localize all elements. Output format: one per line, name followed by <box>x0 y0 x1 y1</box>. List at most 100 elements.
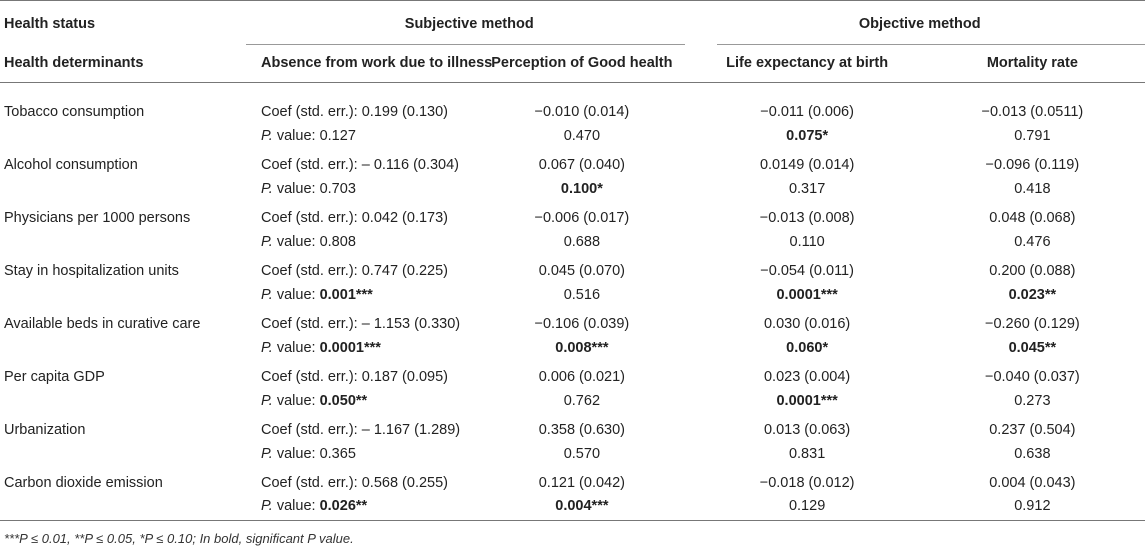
coef-value: −0.010 (0.014) <box>534 104 630 120</box>
coef-cell: 0.358 (0.630) <box>469 414 694 440</box>
empty-cell <box>0 440 244 467</box>
pvalue-cell: 0.762 <box>469 387 694 414</box>
determinant-name: Per capita GDP <box>4 369 105 385</box>
col-life-expectancy: Life expectancy at birth <box>694 44 920 83</box>
pvalue: 0.831 <box>788 445 826 462</box>
coef-value: −0.011 (0.006) <box>760 104 854 120</box>
coef-value: 0.006 (0.021) <box>538 369 625 385</box>
p-prefix: value: <box>272 498 320 515</box>
coef-prefix: Coef (std. err.): <box>261 422 362 438</box>
health-determinants-table: Health status Subjective method Objectiv… <box>0 0 1145 521</box>
determinant-name: Urbanization <box>4 422 86 438</box>
pvalue-cell: 0.110 <box>695 228 920 255</box>
pvalue: 0.317 <box>788 180 826 197</box>
pvalue: 0.129 <box>788 498 826 515</box>
coef-value: – 1.153 (0.330) <box>361 316 461 332</box>
pvalue-cell: 0.570 <box>469 440 694 467</box>
coef-value: −0.013 (0.0511) <box>981 104 1084 120</box>
pvalue-cell: 0.516 <box>469 281 694 308</box>
spacer-row <box>0 83 1145 97</box>
coef-cell: 0.006 (0.021) <box>469 361 694 387</box>
health-determinants-label: Health determinants <box>0 44 244 83</box>
coef-cell: −0.018 (0.012) <box>695 467 920 493</box>
col-absence-from-work: Absence from work due to illness <box>244 44 492 83</box>
determinant-name: Carbon dioxide emission <box>4 475 163 491</box>
coef-cell: 0.013 (0.063) <box>695 414 920 440</box>
p-prefix: value: <box>272 127 320 144</box>
determinant-name: Physicians per 1000 persons <box>4 210 191 226</box>
p-prefix: value: <box>272 445 320 462</box>
coef-value: – 1.167 (1.289) <box>361 422 461 438</box>
empty-cell <box>0 228 244 255</box>
pvalue-significant: 0.100* <box>560 180 603 197</box>
p-prefix: value: <box>272 233 320 250</box>
coef-value: 0.187 (0.095) <box>361 369 448 385</box>
table-row-pvalue: P. value: 0.050** 0.762 0.0001*** 0.273 <box>0 387 1145 414</box>
pvalue: 0.808 <box>319 233 356 250</box>
coef-value: 0.048 (0.068) <box>989 210 1076 226</box>
empty-cell <box>0 281 244 308</box>
pvalue: 0.762 <box>563 392 601 409</box>
coef-value: −0.013 (0.008) <box>759 210 855 226</box>
empty-cell <box>0 387 244 414</box>
pvalue-significant: 0.023** <box>1008 286 1057 303</box>
table-row-coef: Carbon dioxide emission Coef (std. err.):… <box>0 467 1145 493</box>
coef-cell: −0.013 (0.008) <box>695 202 920 228</box>
coef-cell: Coef (std. err.): – 0.116 (0.304) <box>244 149 469 175</box>
col-perception-good-health: Perception of Good health <box>469 44 695 83</box>
table-row-coef: Per capita GDP Coef (std. err.): 0.187 (0… <box>0 361 1145 387</box>
coef-prefix: Coef (std. err.): <box>261 157 362 173</box>
coef-cell: 0.200 (0.088) <box>920 255 1145 281</box>
table-row-pvalue: P. value: 0.026** 0.004*** 0.129 0.912 <box>0 493 1145 521</box>
coef-cell: Coef (std. err.): – 1.153 (0.330) <box>244 308 469 334</box>
pvalue: 0.476 <box>1014 233 1051 250</box>
pvalue: 0.703 <box>319 180 356 197</box>
coef-value: 0.358 (0.630) <box>538 422 625 438</box>
coef-cell: 0.0149 (0.014) <box>695 149 920 175</box>
pvalue-cell: P. value: 0.365 <box>244 440 469 467</box>
coef-value: 0.067 (0.040) <box>538 157 625 173</box>
pvalue-cell: 0.688 <box>469 228 694 255</box>
table-row-coef: Stay in hospitalization units Coef (std. … <box>0 255 1145 281</box>
coef-value: 0.045 (0.070) <box>538 263 625 279</box>
coef-value: 0.0149 (0.014) <box>759 157 855 173</box>
coef-prefix: Coef (std. err.): <box>261 263 362 279</box>
pvalue-cell: 0.023** <box>920 281 1145 308</box>
table-row-coef: Available beds in curative care Coef (std… <box>0 308 1145 334</box>
objective-method-header: Objective method <box>694 0 1145 45</box>
coef-cell: −0.260 (0.129) <box>920 308 1145 334</box>
pvalue-cell: 0.045** <box>920 334 1145 361</box>
pvalue: 0.791 <box>1014 127 1051 144</box>
table-row-pvalue: P. value: 0.365 0.570 0.831 0.638 <box>0 440 1145 467</box>
pvalue-significant: 0.026** <box>319 498 368 515</box>
pvalue-cell: P. value: 0.808 <box>244 228 469 255</box>
pvalue-significant: 0.0001*** <box>776 286 838 303</box>
coef-value: 0.237 (0.504) <box>989 422 1076 438</box>
coef-cell: −0.010 (0.014) <box>469 96 694 122</box>
pvalue: 0.273 <box>1014 392 1051 409</box>
empty-cell <box>0 334 244 361</box>
pvalue-cell: P. value: 0.0001*** <box>244 334 469 361</box>
coef-cell: 0.023 (0.004) <box>695 361 920 387</box>
coef-cell: −0.106 (0.039) <box>469 308 694 334</box>
p-prefix: value: <box>272 286 320 303</box>
pvalue: 0.418 <box>1014 180 1051 197</box>
pvalue-cell: 0.638 <box>920 440 1145 467</box>
pvalue-cell: 0.273 <box>920 387 1145 414</box>
pvalue: 0.688 <box>563 233 601 250</box>
pvalue-significant: 0.001*** <box>319 286 373 303</box>
pvalue-cell: 0.129 <box>694 493 920 521</box>
pvalue-cell: 0.912 <box>919 493 1145 521</box>
pvalue-cell: P. value: 0.001*** <box>244 281 469 308</box>
p-prefix-italic: P. <box>261 233 273 250</box>
pvalue-significant: 0.050** <box>319 392 368 409</box>
coef-cell: Coef (std. err.): 0.568 (0.255) <box>244 467 469 493</box>
coef-cell: Coef (std. err.): 0.042 (0.173) <box>244 202 469 228</box>
coef-value: −0.018 (0.012) <box>759 475 855 491</box>
coef-prefix: Coef (std. err.): <box>261 475 362 491</box>
determinant-name: Available beds in curative care <box>4 316 201 332</box>
pvalue-cell: 0.418 <box>920 175 1145 202</box>
pvalue-significant: 0.060* <box>786 339 829 356</box>
coef-value: 0.013 (0.063) <box>763 422 851 438</box>
pvalue-cell: P. value: 0.703 <box>244 175 469 202</box>
